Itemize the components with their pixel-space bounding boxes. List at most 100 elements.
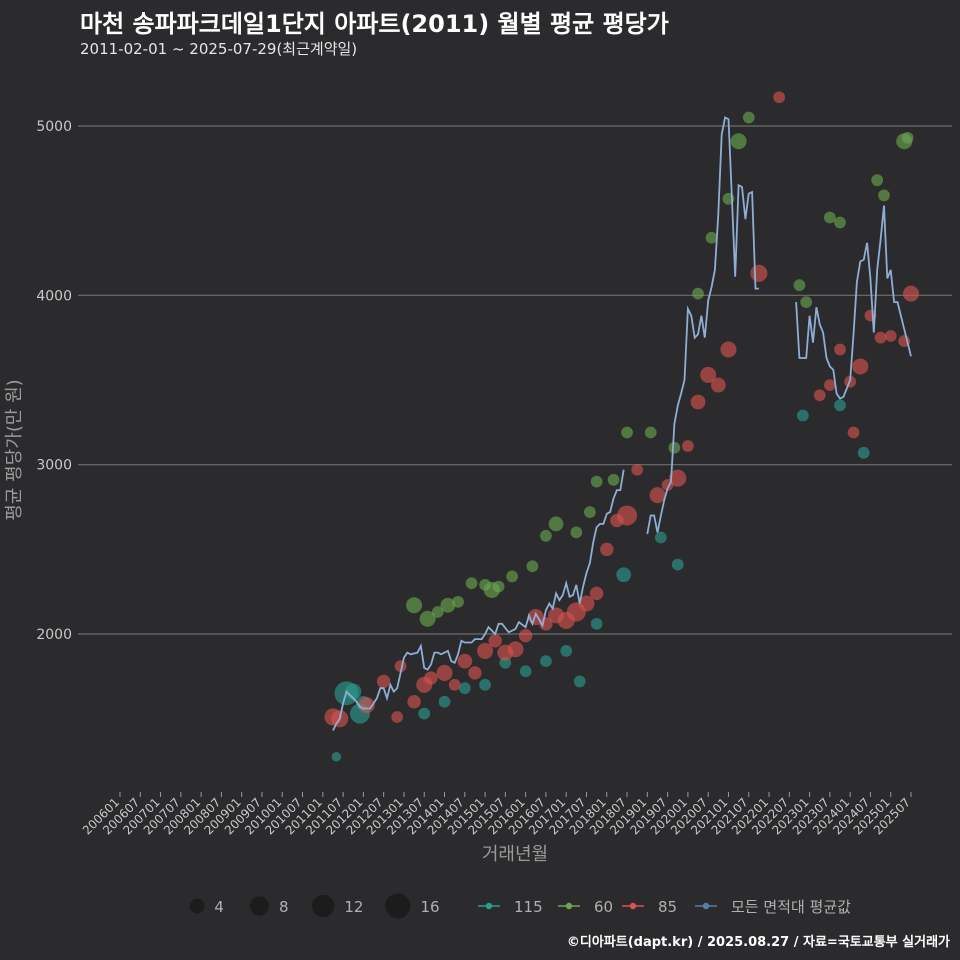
point-115 xyxy=(519,665,532,678)
point-60 xyxy=(878,189,890,202)
point-60 xyxy=(540,529,552,542)
size-legend-dot xyxy=(249,896,269,916)
point-85 xyxy=(852,358,869,375)
point-115 xyxy=(438,695,451,708)
point-115 xyxy=(331,751,342,762)
chart-subtitle: 2011-02-01 ~ 2025-07-29(최근계약일) xyxy=(80,40,358,58)
point-85 xyxy=(589,586,604,601)
point-60 xyxy=(607,474,620,486)
point-115 xyxy=(540,655,552,667)
point-85 xyxy=(710,377,726,393)
average-line xyxy=(332,116,912,731)
point-85 xyxy=(617,505,638,526)
legend-label-115: 115 xyxy=(514,898,543,916)
point-60 xyxy=(492,580,505,593)
point-60 xyxy=(526,560,539,573)
point-60 xyxy=(419,610,436,627)
point-115 xyxy=(654,531,667,544)
point-115 xyxy=(479,678,491,691)
point-85 xyxy=(518,628,533,643)
legend-label-모든 면적대 평균값: 모든 면적대 평균값 xyxy=(731,898,851,916)
point-115 xyxy=(560,645,573,657)
point-85 xyxy=(773,91,786,104)
legend-dot xyxy=(485,902,493,910)
point-85 xyxy=(631,463,644,476)
point-60 xyxy=(871,174,884,187)
point-85 xyxy=(488,634,502,648)
point-85 xyxy=(884,330,897,342)
y-tick-label: 5000 xyxy=(36,119,72,135)
point-85 xyxy=(649,487,666,504)
point-85 xyxy=(477,642,494,659)
point-115 xyxy=(671,558,684,571)
chart-title: 마천 송파파크데일1단지 아파트(2011) 월별 평균 평당가 xyxy=(80,10,669,38)
legend-label-85: 85 xyxy=(658,898,677,916)
y-axis-label: 평균 평당가(만 원) xyxy=(4,379,25,520)
point-85 xyxy=(507,641,524,658)
size-legend-label: 12 xyxy=(344,898,363,916)
point-85 xyxy=(578,595,595,612)
point-85 xyxy=(690,394,706,410)
average-line-segment xyxy=(646,116,759,535)
y-axis-ticks: 2000 3000 4000 5000 xyxy=(36,119,72,643)
point-60 xyxy=(570,526,583,539)
legend-dot xyxy=(702,902,710,910)
point-60 xyxy=(800,296,813,308)
point-85 xyxy=(407,695,421,709)
point-60 xyxy=(668,441,681,454)
x-axis-label: 거래년월 xyxy=(482,844,548,865)
point-85 xyxy=(682,440,694,452)
point-60 xyxy=(506,570,518,583)
legend-dot xyxy=(565,902,573,910)
y-tick-label: 4000 xyxy=(36,288,72,304)
point-60 xyxy=(705,231,718,244)
point-115 xyxy=(590,617,603,630)
point-85 xyxy=(813,389,826,402)
size-legend-dot xyxy=(385,893,411,919)
point-85 xyxy=(391,711,404,723)
point-60 xyxy=(823,211,836,224)
legend-label-60: 60 xyxy=(594,898,613,916)
point-60 xyxy=(465,577,478,590)
legend: 4 8 12 16 115 60 85 모든 면적대 평균값 xyxy=(189,893,851,919)
point-115 xyxy=(857,446,870,459)
point-60 xyxy=(452,595,464,608)
point-60 xyxy=(692,287,704,300)
gridlines xyxy=(78,125,952,635)
point-85 xyxy=(436,664,453,681)
point-60 xyxy=(793,279,806,292)
point-85 xyxy=(823,379,836,391)
point-60 xyxy=(901,131,914,144)
size-legend-label: 8 xyxy=(279,898,289,916)
point-60 xyxy=(431,606,444,618)
point-85 xyxy=(750,264,768,282)
point-115 xyxy=(834,399,846,412)
point-60 xyxy=(834,216,846,229)
y-tick-label: 3000 xyxy=(36,458,72,474)
point-85 xyxy=(834,343,846,356)
point-85 xyxy=(376,674,391,689)
point-115 xyxy=(796,409,809,422)
point-115 xyxy=(573,675,586,688)
point-85 xyxy=(874,331,887,344)
point-60 xyxy=(440,597,456,613)
point-85 xyxy=(468,666,482,680)
scatter-points xyxy=(324,91,920,762)
point-60 xyxy=(644,426,657,439)
point-85 xyxy=(847,426,860,439)
size-legend-label: 4 xyxy=(214,898,224,916)
point-60 xyxy=(730,133,747,150)
x-axis-ticks: 2006012006072007012007072008012008072009… xyxy=(80,792,913,838)
point-85 xyxy=(720,341,737,358)
size-legend-dot xyxy=(189,898,205,914)
point-85 xyxy=(902,285,920,302)
point-85 xyxy=(669,469,687,487)
point-85 xyxy=(700,366,717,383)
point-60 xyxy=(406,597,423,614)
point-85 xyxy=(424,671,438,685)
point-115 xyxy=(418,707,431,720)
point-60 xyxy=(548,516,564,532)
point-85 xyxy=(448,678,461,691)
point-60 xyxy=(621,426,633,439)
